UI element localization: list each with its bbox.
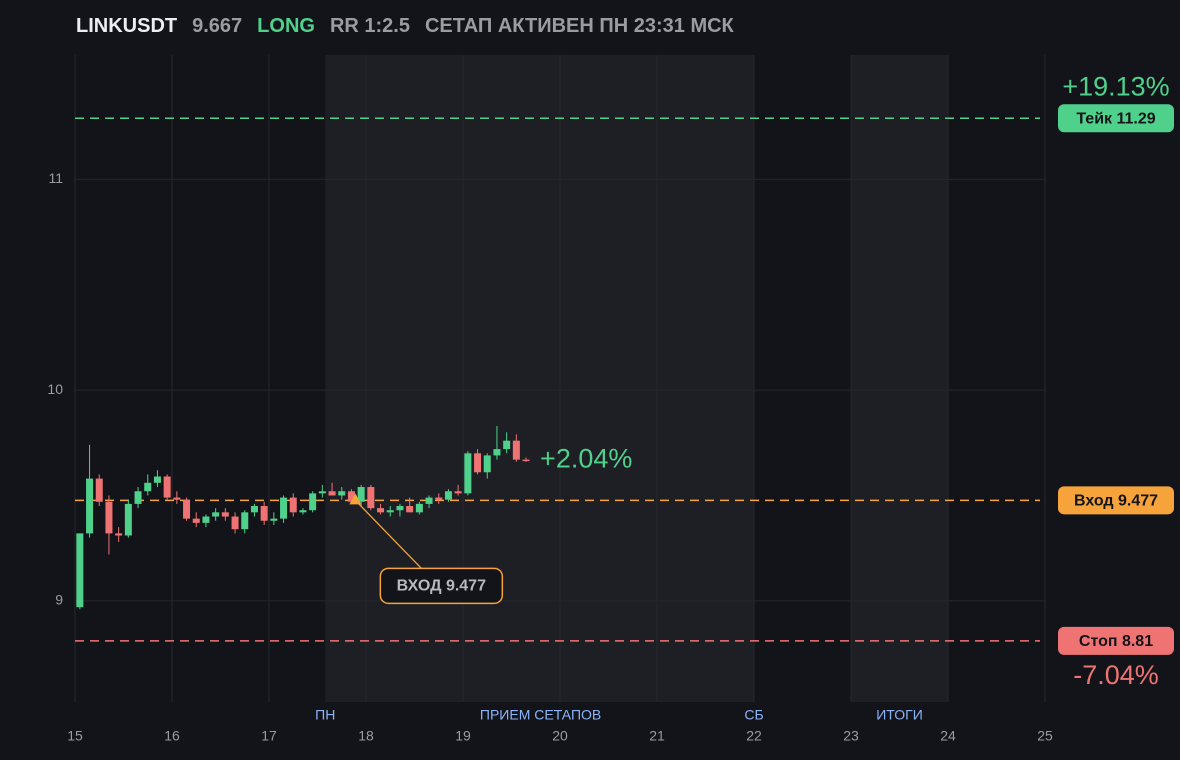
annotation-box bbox=[379, 567, 504, 605]
candle-body bbox=[86, 478, 94, 534]
candle-body bbox=[115, 533, 123, 536]
side: LONG bbox=[257, 15, 315, 37]
candle-body bbox=[192, 518, 200, 523]
header: LINKUSDT 9.667 LONG RR 1:2.5 СЕТАП АКТИВ… bbox=[76, 15, 734, 38]
risk-reward: RR 1:2.5 bbox=[329, 15, 410, 37]
session-label: ПН bbox=[315, 707, 335, 723]
level-change: +19.13% bbox=[1062, 71, 1169, 101]
candle-body bbox=[241, 512, 249, 530]
x-tick-label: 19 bbox=[455, 728, 471, 744]
session-label: ПРИЕМ СЕТАПОВ bbox=[480, 707, 601, 723]
level-label: Вход 9.477 bbox=[1074, 493, 1158, 510]
level-change: -7.04% bbox=[1073, 660, 1159, 690]
candle-body bbox=[250, 506, 258, 513]
candle-body bbox=[377, 508, 385, 513]
candle-body bbox=[309, 493, 317, 511]
candle-body bbox=[221, 512, 229, 517]
level-label: Стоп 8.81 bbox=[1079, 633, 1153, 650]
candle-body bbox=[474, 453, 482, 473]
candle-body bbox=[105, 501, 113, 534]
y-tick-label: 10 bbox=[47, 381, 63, 397]
candle-body bbox=[406, 506, 414, 513]
candle-body bbox=[444, 491, 452, 500]
candle-body bbox=[367, 487, 375, 509]
x-tick-label: 23 bbox=[843, 728, 859, 744]
x-tick-label: 16 bbox=[164, 728, 180, 744]
candle-body bbox=[357, 487, 365, 502]
candle-body bbox=[318, 491, 326, 494]
candle-body bbox=[183, 499, 191, 519]
symbol: LINKUSDT bbox=[76, 15, 178, 37]
y-tick-label: 9 bbox=[55, 592, 63, 608]
candle-body bbox=[512, 440, 520, 460]
current-change: +2.04% bbox=[540, 443, 632, 473]
status: СЕТАП АКТИВЕН ПН 23:31 МСК bbox=[424, 15, 734, 37]
candle-body bbox=[95, 478, 103, 502]
session-band bbox=[851, 55, 948, 702]
candle-body bbox=[202, 516, 210, 523]
level-box bbox=[1058, 626, 1174, 655]
candle-body bbox=[124, 503, 132, 536]
candle-body bbox=[144, 482, 152, 492]
session-label: СБ bbox=[744, 707, 763, 723]
annotation-connector bbox=[354, 499, 422, 569]
candle-body bbox=[347, 491, 355, 502]
x-tick-label: 20 bbox=[552, 728, 568, 744]
candle-body bbox=[386, 510, 394, 513]
candle-body bbox=[454, 491, 462, 494]
candle-body bbox=[415, 503, 423, 513]
price: 9.667 bbox=[192, 15, 243, 37]
candle-body bbox=[503, 440, 511, 450]
x-tick-label: 21 bbox=[649, 728, 665, 744]
x-tick-label: 17 bbox=[261, 728, 277, 744]
entry-marker bbox=[349, 493, 362, 505]
candle-body bbox=[328, 491, 336, 496]
x-tick-label: 25 bbox=[1037, 728, 1053, 744]
x-tick-label: 18 bbox=[358, 728, 374, 744]
candle-body bbox=[435, 497, 443, 500]
candle-body bbox=[483, 455, 491, 473]
candle-body bbox=[212, 512, 220, 517]
level-box bbox=[1058, 486, 1174, 515]
candle-body bbox=[163, 476, 171, 498]
level-label: Тейк 11.29 bbox=[1076, 110, 1155, 127]
x-tick-label: 15 bbox=[67, 728, 83, 744]
candle-body bbox=[76, 533, 84, 608]
candle-body bbox=[153, 476, 161, 483]
level-box bbox=[1058, 104, 1174, 133]
candle-body bbox=[270, 518, 278, 521]
candle-body bbox=[522, 459, 530, 462]
candle-body bbox=[231, 516, 239, 530]
candle-body bbox=[280, 497, 288, 519]
candle-body bbox=[260, 506, 268, 521]
y-tick-label: 11 bbox=[48, 170, 63, 186]
candle-body bbox=[173, 497, 181, 500]
candle-body bbox=[338, 491, 346, 496]
candle-body bbox=[493, 449, 501, 456]
x-tick-label: 24 bbox=[940, 728, 956, 744]
candle-body bbox=[289, 497, 297, 513]
candle-body bbox=[425, 497, 433, 504]
x-tick-label: 22 bbox=[746, 728, 762, 744]
candle-body bbox=[299, 510, 307, 513]
session-label: ИТОГИ bbox=[876, 707, 923, 723]
annotation-label: ВХОД 9.477 bbox=[397, 578, 486, 595]
candle-body bbox=[464, 453, 472, 494]
candle-body bbox=[134, 491, 142, 504]
session-band bbox=[325, 55, 754, 702]
candle-body bbox=[396, 506, 404, 511]
